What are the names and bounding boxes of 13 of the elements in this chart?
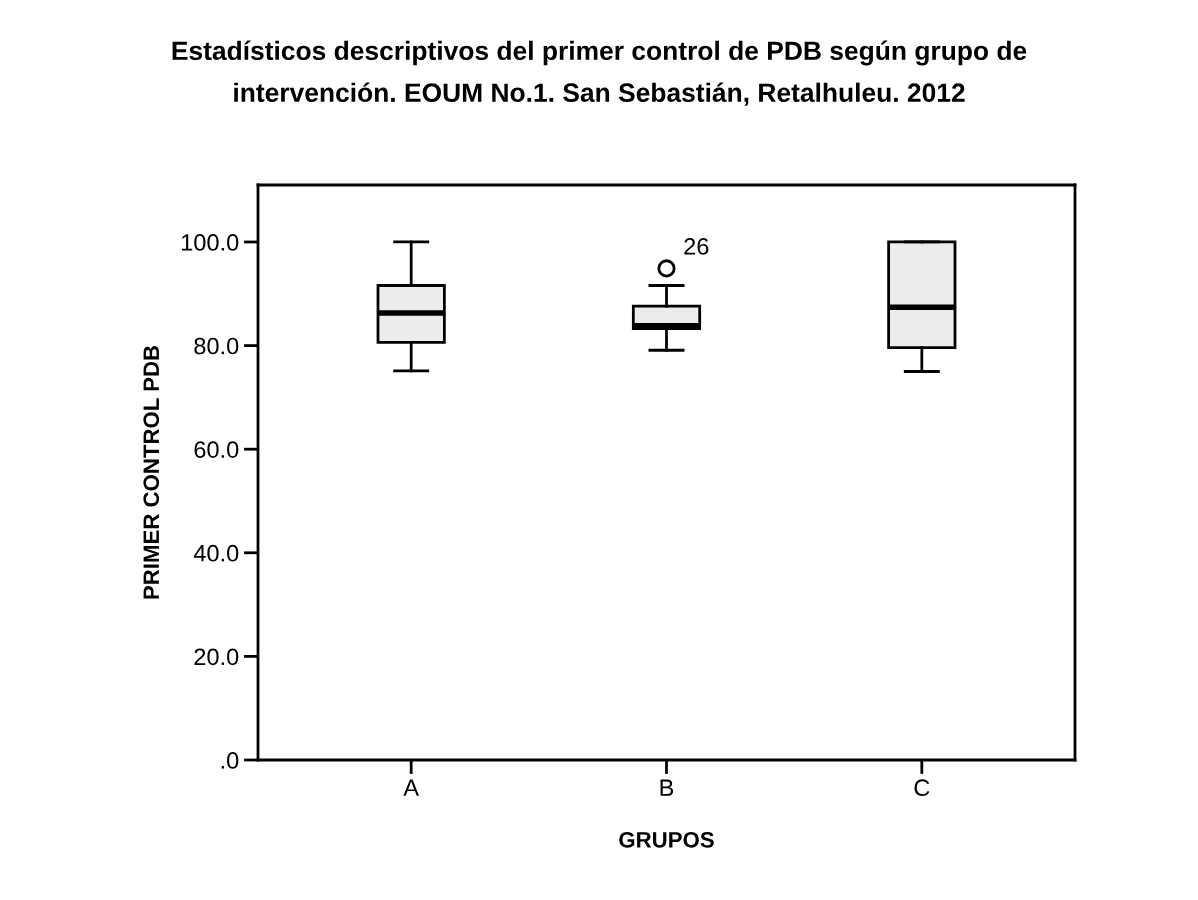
x-tick-label: C (914, 779, 930, 797)
y-tick-label: 100.0 (181, 234, 239, 251)
annotation: 26 (684, 238, 709, 255)
y-tick-label: 80.0 (194, 337, 239, 355)
y-tick-label: 40.0 (193, 544, 239, 562)
y-tick-label: 20.0 (194, 648, 239, 666)
y-axis-title: PRIMER CONTROL PDB (143, 345, 160, 599)
x-axis-title: GRUPOS (619, 831, 714, 848)
chart-title: Estadísticos descriptivos del primer control de PDB según grupo de intervención. EOUM No.1. San Sebastián, Retalhuleu. 2012 (172, 40, 1027, 106)
y-tick-label: 60.0 (194, 441, 239, 458)
y-tick-label: .0 (221, 752, 239, 769)
x-tick-label: A (403, 779, 420, 796)
x-tick-label: B (660, 779, 674, 796)
